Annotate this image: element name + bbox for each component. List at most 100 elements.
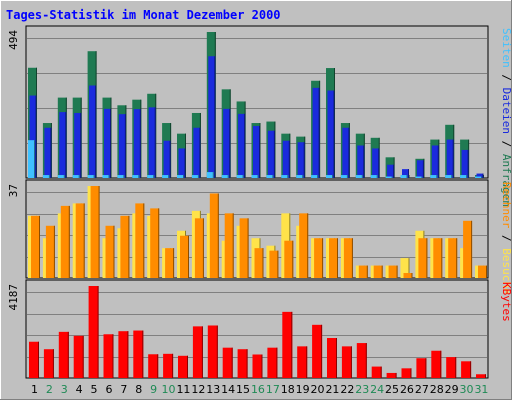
bar-seiten-day-7: [117, 175, 125, 178]
bar-seiten-day-21: [326, 175, 333, 178]
bar-rechner-day-12: [194, 218, 204, 278]
bar-rechner-day-15: [239, 218, 249, 278]
bar-kbytes-day-23: [356, 343, 367, 378]
bar-kbytes-day-14: [222, 347, 233, 378]
legend-part: KBytes: [500, 282, 512, 322]
legend-part: Dateien: [500, 88, 512, 134]
x-tick-label-day-27: 27: [415, 383, 429, 396]
max-value-label-top: 494: [7, 30, 20, 50]
bar-dateien-day-3: [59, 112, 67, 178]
panel-bottom: 4187 KBytes: [7, 279, 512, 379]
chart-title: Tages-Statistik im Monat Dezember 2000: [6, 8, 281, 22]
x-tick-label-day-21: 21: [325, 383, 339, 396]
max-value-label-bottom: 4187: [7, 284, 20, 311]
bar-rechner-day-1: [31, 215, 40, 278]
bar-seiten-day-18: [281, 175, 289, 178]
bar-rechner-day-6: [105, 225, 115, 278]
bar-kbytes-day-6: [103, 334, 114, 378]
x-tick-label-day-10: 10: [162, 383, 176, 396]
bar-rechner-day-21: [329, 238, 338, 278]
x-tick-label-day-8: 8: [135, 383, 142, 396]
bar-seiten-day-29: [445, 175, 453, 178]
bar-seiten-day-8: [132, 175, 140, 178]
bar-kbytes-day-11: [178, 355, 188, 378]
x-axis-labels: 1 2 3 4 5 6 7 8 9 10 11 12 13 14 15 16 17 18 19 20 21 22 23 24 2…: [31, 383, 489, 396]
bar-rechner-day-22: [343, 238, 353, 278]
legend-label-bottom: KBytes: [500, 282, 512, 322]
bar-kbytes-day-4: [73, 335, 84, 378]
bar-seiten-day-13: [206, 172, 214, 178]
bar-seiten-day-1: [28, 140, 35, 178]
x-tick-label-day-29: 29: [445, 383, 459, 396]
bar-dateien-day-12: [193, 127, 201, 178]
bar-kbytes-day-21: [327, 338, 337, 378]
bar-rechner-day-5: [90, 186, 100, 278]
x-tick-label-day-31: 31: [474, 383, 488, 396]
bar-dateien-day-7: [118, 114, 126, 178]
bar-dateien-day-22: [342, 127, 350, 178]
bar-seiten-day-15: [236, 175, 244, 178]
bar-seiten-day-19: [296, 175, 304, 178]
bar-kbytes-day-17: [267, 347, 278, 378]
bar-rechner-day-26: [403, 273, 413, 278]
legend-part: /: [500, 68, 512, 88]
x-tick-label-day-3: 3: [61, 383, 68, 396]
legend-part: Anfragen: [500, 154, 512, 207]
bar-seiten-day-25: [385, 176, 393, 178]
bar-seiten-day-24: [370, 175, 378, 178]
x-tick-label-day-2: 2: [46, 383, 53, 396]
bar-kbytes-day-18: [282, 311, 293, 378]
panel-middle: 37 Rechner / Besuche: [7, 179, 512, 295]
bar-rechner-day-31: [478, 265, 487, 278]
bar-seiten-day-17: [266, 175, 274, 178]
x-tick-label-day-12: 12: [191, 383, 205, 396]
bar-dateien-day-2: [44, 127, 52, 178]
bar-seiten-day-22: [340, 175, 348, 178]
bar-kbytes-day-26: [401, 368, 412, 378]
bar-rechner-day-2: [45, 225, 55, 278]
x-tick-label-day-17: 17: [266, 383, 280, 396]
bar-dateien-day-20: [312, 87, 320, 178]
legend-label-top: Seiten / Dateien / Anfragen: [500, 28, 512, 207]
bar-dateien-day-18: [282, 140, 290, 178]
bar-dateien-day-6: [104, 108, 111, 178]
x-tick-label-day-26: 26: [400, 383, 414, 396]
legend-part: Besuche: [500, 248, 512, 294]
bar-dateien-day-8: [133, 109, 141, 178]
bar-seiten-day-31: [475, 176, 482, 178]
bar-dateien-day-14: [223, 108, 231, 178]
bar-rechner-day-13: [209, 193, 219, 278]
x-tick-label-day-14: 14: [221, 383, 235, 396]
legend-part: /: [500, 134, 512, 154]
bar-rechner-day-20: [314, 238, 324, 278]
bar-kbytes-day-5: [88, 286, 99, 378]
bar-seiten-day-3: [57, 175, 65, 178]
bar-rechner-day-4: [75, 203, 85, 278]
bar-besuche-day-26: [400, 258, 410, 278]
bar-dateien-day-31: [476, 173, 484, 178]
bar-kbytes-day-29: [446, 357, 457, 378]
bar-dateien-day-13: [208, 56, 216, 178]
x-tick-label-day-7: 7: [120, 383, 127, 396]
bar-rechner-day-29: [448, 238, 458, 278]
legend-part: Seiten: [500, 28, 512, 68]
x-tick-label-day-23: 23: [355, 383, 369, 396]
bar-rechner-day-27: [418, 238, 428, 278]
x-tick-label-day-11: 11: [176, 383, 190, 396]
bar-seiten-day-6: [102, 175, 110, 178]
bar-seiten-day-20: [311, 175, 319, 178]
bar-seiten-day-23: [355, 175, 363, 178]
bar-rechner-day-18: [284, 240, 294, 278]
bar-kbytes-day-28: [431, 350, 442, 378]
bar-rechner-day-19: [299, 213, 309, 278]
x-tick-label-day-5: 5: [91, 383, 98, 396]
bar-dateien-day-23: [357, 145, 365, 178]
bar-kbytes-day-2: [43, 349, 54, 378]
x-tick-label-day-6: 6: [105, 383, 112, 396]
bar-seiten-day-9: [147, 175, 155, 178]
bar-seiten-day-11: [177, 175, 184, 178]
bar-rechner-day-9: [150, 208, 160, 278]
bar-dateien-day-21: [327, 90, 335, 178]
x-tick-label-day-18: 18: [281, 383, 295, 396]
